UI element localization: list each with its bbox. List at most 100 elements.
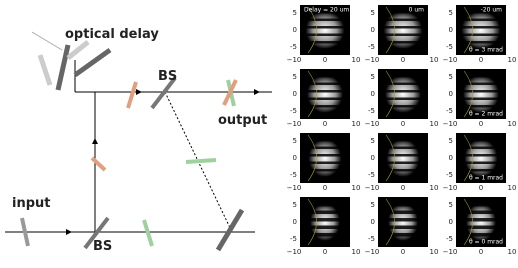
fringe: [378, 18, 428, 21]
x-tick: 0: [401, 248, 405, 256]
x-tick: 10: [430, 120, 439, 128]
fringe: [456, 146, 506, 149]
panel-grid: 5 0 -5 −10 0 10 Delay = 20 um 5 0 -5 −10 0 10 0 um 5 0 -…: [287, 5, 517, 256]
mirror: [215, 208, 245, 252]
fringe: [378, 218, 428, 222]
y-tick: 0: [293, 218, 297, 226]
fringe: [378, 154, 428, 157]
fringe: [300, 33, 350, 36]
y-tick: 5: [449, 73, 453, 81]
fringe: [300, 203, 350, 207]
fringe: [456, 82, 506, 85]
polarization: [185, 158, 217, 164]
x-tick: 0: [323, 184, 327, 192]
fringe: [378, 75, 428, 78]
fringe: [456, 240, 506, 244]
x-tick: 0: [323, 248, 327, 256]
label: BS: [93, 239, 112, 254]
x-tick: −10: [365, 248, 380, 256]
fringe: [378, 41, 428, 44]
x-tick: 10: [352, 120, 361, 128]
fringe: [378, 48, 428, 51]
x-tick: 10: [352, 248, 361, 256]
y-tick: -5: [446, 171, 453, 179]
x-tick: 10: [430, 184, 439, 192]
fringe: [378, 33, 428, 36]
fringe: [378, 210, 428, 214]
y-tick: 0: [371, 218, 375, 226]
label: output: [218, 113, 267, 128]
profile: [385, 6, 395, 54]
x-tick: −10: [443, 248, 458, 256]
y-tick: 0: [449, 154, 453, 162]
mirror: [73, 47, 112, 78]
x-tick: −10: [287, 56, 302, 64]
y-tick: 5: [449, 201, 453, 209]
fringe: [300, 225, 350, 229]
beam-splitter: [150, 76, 177, 110]
x-tick: −10: [443, 56, 458, 64]
x-tick: −10: [443, 184, 458, 192]
fringe: [378, 240, 428, 244]
fringe: [378, 161, 428, 164]
fringe: [378, 139, 428, 142]
fringe: [456, 18, 506, 21]
x-tick: 10: [508, 56, 517, 64]
y-tick: -5: [446, 43, 453, 51]
y-tick: 5: [371, 9, 375, 17]
fringe: [456, 233, 506, 237]
profile: [385, 70, 395, 118]
row-label: θ = 0 mrad: [469, 239, 503, 246]
y-tick: 5: [371, 201, 375, 209]
y-tick: 5: [293, 9, 297, 17]
y-tick: -5: [368, 171, 375, 179]
y-tick: -5: [290, 43, 297, 51]
y-tick: 5: [293, 73, 297, 81]
fringe: [456, 90, 506, 93]
x-tick: 0: [479, 120, 483, 128]
label: input: [12, 196, 51, 211]
x-tick: −10: [443, 120, 458, 128]
fringe: [378, 146, 428, 149]
fringe: [378, 105, 428, 108]
y-tick: 0: [371, 90, 375, 98]
fringe: [378, 225, 428, 229]
fringe: [300, 240, 350, 244]
x-tick: 0: [479, 184, 483, 192]
x-tick: −10: [365, 56, 380, 64]
profile: [463, 134, 473, 182]
y-tick: 0: [293, 26, 297, 34]
profile: [307, 198, 317, 246]
x-tick: 0: [323, 120, 327, 128]
fringe: [456, 75, 506, 78]
y-tick: 0: [449, 218, 453, 226]
x-tick: −10: [365, 120, 380, 128]
x-tick: 10: [508, 184, 517, 192]
x-tick: 0: [479, 56, 483, 64]
fringe: [456, 225, 506, 229]
y-tick: 5: [371, 73, 375, 81]
x-tick: −10: [287, 184, 302, 192]
x-tick: 0: [401, 120, 405, 128]
x-tick: 0: [323, 56, 327, 64]
fringe: [300, 218, 350, 222]
mirror-ghost: [37, 54, 53, 86]
fringe: [456, 161, 506, 164]
fringe: [456, 41, 506, 44]
fringe: [300, 176, 350, 179]
fringe: [378, 11, 428, 14]
fringe: [456, 154, 506, 157]
fringe: [378, 203, 428, 207]
fringe: [300, 105, 350, 108]
fringe: [456, 33, 506, 36]
fringe: [378, 97, 428, 100]
fringe: [378, 82, 428, 85]
optics: [20, 31, 245, 252]
y-tick: 0: [293, 90, 297, 98]
fringe: [300, 161, 350, 164]
fringe: [456, 169, 506, 172]
y-tick: 0: [293, 154, 297, 162]
x-tick: 0: [479, 248, 483, 256]
fringe: [300, 48, 350, 51]
y-tick: 0: [371, 26, 375, 34]
